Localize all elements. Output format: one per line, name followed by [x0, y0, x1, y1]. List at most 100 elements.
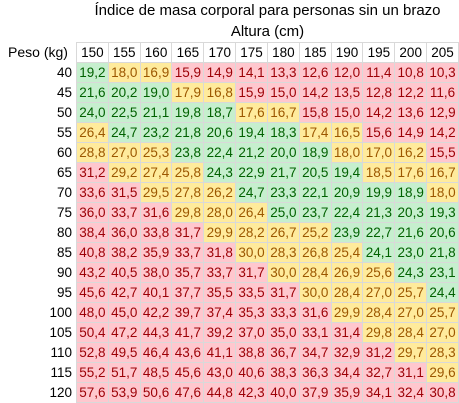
weight-row-header[interactable]: 60 [56, 145, 72, 160]
weight-row-header[interactable]: 85 [56, 245, 72, 260]
bmi-cell[interactable]: 24,3 [394, 262, 428, 283]
bmi-cell[interactable]: 31,4 [330, 322, 364, 343]
bmi-cell[interactable]: 22,5 [107, 102, 141, 123]
bmi-cell[interactable]: 45,0 [107, 302, 141, 323]
bmi-cell[interactable]: 37,0 [235, 322, 268, 343]
bmi-cell[interactable]: 15,8 [298, 102, 332, 123]
bmi-cell[interactable]: 28,4 [298, 262, 332, 283]
bmi-cell[interactable]: 16,7 [266, 102, 300, 123]
weight-row-header[interactable]: 100 [49, 305, 72, 320]
bmi-cell[interactable]: 42,7 [107, 282, 141, 303]
bmi-cell[interactable]: 20,6 [426, 222, 459, 243]
bmi-cell[interactable]: 25,7 [426, 302, 459, 323]
bmi-cell[interactable]: 10,8 [394, 62, 428, 83]
bmi-cell[interactable]: 18,0 [426, 182, 459, 203]
bmi-cell[interactable]: 34,4 [330, 362, 364, 383]
bmi-cell[interactable]: 50,4 [76, 322, 109, 343]
height-header-cell[interactable]: 190 [330, 42, 364, 63]
bmi-cell[interactable]: 42,2 [139, 302, 173, 323]
bmi-cell[interactable]: 14,9 [394, 122, 428, 143]
bmi-cell[interactable]: 33,5 [235, 282, 268, 303]
bmi-cell[interactable]: 28,4 [362, 302, 396, 323]
bmi-cell[interactable]: 38,2 [107, 242, 141, 263]
bmi-cell[interactable]: 10,3 [426, 62, 459, 83]
bmi-cell[interactable]: 24,7 [107, 122, 141, 143]
bmi-cell[interactable]: 21,6 [76, 82, 109, 103]
bmi-cell[interactable]: 13,5 [330, 82, 364, 103]
bmi-cell[interactable]: 32,4 [394, 382, 428, 403]
bmi-cell[interactable]: 24,4 [426, 282, 459, 303]
weight-row-header[interactable]: 115 [50, 365, 72, 380]
bmi-cell[interactable]: 29,6 [426, 362, 459, 383]
bmi-cell[interactable]: 18,7 [203, 102, 237, 123]
bmi-cell[interactable]: 27,0 [394, 302, 428, 323]
weight-row-header[interactable]: 70 [56, 185, 72, 200]
bmi-cell[interactable]: 23,0 [394, 242, 428, 263]
bmi-cell[interactable]: 22,4 [203, 142, 237, 163]
bmi-cell[interactable]: 29,8 [171, 202, 205, 223]
height-header-cell[interactable]: 175 [235, 42, 268, 63]
bmi-cell[interactable]: 14,2 [426, 122, 459, 143]
bmi-cell[interactable]: 15,5 [426, 142, 459, 163]
bmi-cell[interactable]: 31,6 [298, 302, 332, 323]
bmi-cell[interactable]: 49,5 [107, 342, 141, 363]
bmi-cell[interactable]: 15,9 [171, 62, 205, 83]
bmi-cell[interactable]: 28,4 [394, 322, 428, 343]
weight-axis-label[interactable]: Peso (kg) [8, 44, 68, 60]
bmi-cell[interactable]: 20,3 [394, 202, 428, 223]
bmi-cell[interactable]: 38,3 [266, 362, 300, 383]
bmi-cell[interactable]: 21,2 [235, 142, 268, 163]
bmi-cell[interactable]: 38,0 [139, 262, 173, 283]
bmi-cell[interactable]: 11,4 [362, 62, 396, 83]
bmi-cell[interactable]: 28,0 [203, 202, 237, 223]
bmi-cell[interactable]: 40,5 [107, 262, 141, 283]
bmi-cell[interactable]: 31,8 [203, 242, 237, 263]
height-header-cell[interactable]: 155 [107, 42, 141, 63]
bmi-cell[interactable]: 19,4 [235, 122, 268, 143]
bmi-cell[interactable]: 40,8 [76, 242, 109, 263]
bmi-cell[interactable]: 15,6 [362, 122, 396, 143]
bmi-cell[interactable]: 22,1 [298, 182, 332, 203]
bmi-cell[interactable]: 33,7 [203, 262, 237, 283]
bmi-cell[interactable]: 39,7 [171, 302, 205, 323]
bmi-cell[interactable]: 18,9 [298, 142, 332, 163]
bmi-cell[interactable]: 35,5 [203, 282, 237, 303]
bmi-cell[interactable]: 31,6 [139, 202, 173, 223]
bmi-cell[interactable]: 29,7 [394, 342, 428, 363]
bmi-cell[interactable]: 33,6 [76, 182, 109, 203]
bmi-cell[interactable]: 35,9 [330, 382, 364, 403]
sheet-title[interactable]: Índice de masa corporal para personas si… [94, 2, 441, 19]
bmi-cell[interactable]: 21,1 [139, 102, 173, 123]
bmi-cell[interactable]: 21,6 [394, 222, 428, 243]
bmi-cell[interactable]: 18,0 [107, 62, 141, 83]
bmi-cell[interactable]: 40,6 [235, 362, 268, 383]
bmi-cell[interactable]: 22,7 [362, 222, 396, 243]
bmi-cell[interactable]: 45,6 [76, 282, 109, 303]
bmi-cell[interactable]: 50,6 [139, 382, 173, 403]
bmi-cell[interactable]: 16,2 [394, 142, 428, 163]
weight-row-header[interactable]: 80 [56, 225, 72, 240]
bmi-cell[interactable]: 15,0 [266, 82, 300, 103]
bmi-cell[interactable]: 16,7 [426, 162, 459, 183]
bmi-cell[interactable]: 17,4 [298, 122, 332, 143]
bmi-cell[interactable]: 28,3 [266, 242, 300, 263]
bmi-cell[interactable]: 29,8 [362, 322, 396, 343]
bmi-cell[interactable]: 14,1 [235, 62, 268, 83]
bmi-cell[interactable]: 13,3 [266, 62, 300, 83]
bmi-cell[interactable]: 17,9 [171, 82, 205, 103]
bmi-cell[interactable]: 44,3 [139, 322, 173, 343]
bmi-cell[interactable]: 23,1 [426, 262, 459, 283]
bmi-cell[interactable]: 47,6 [171, 382, 205, 403]
bmi-cell[interactable]: 28,3 [426, 342, 459, 363]
bmi-cell[interactable]: 31,7 [235, 262, 268, 283]
bmi-cell[interactable]: 48,0 [76, 302, 109, 323]
weight-row-header[interactable]: 90 [56, 265, 72, 280]
bmi-cell[interactable]: 39,2 [203, 322, 237, 343]
bmi-cell[interactable]: 23,3 [266, 182, 300, 203]
bmi-cell[interactable]: 30,0 [298, 282, 332, 303]
bmi-cell[interactable]: 20,5 [298, 162, 332, 183]
bmi-cell[interactable]: 27,0 [362, 282, 396, 303]
weight-row-header[interactable]: 120 [49, 385, 72, 400]
bmi-cell[interactable]: 40,0 [266, 382, 300, 403]
weight-row-header[interactable]: 110 [50, 345, 72, 360]
